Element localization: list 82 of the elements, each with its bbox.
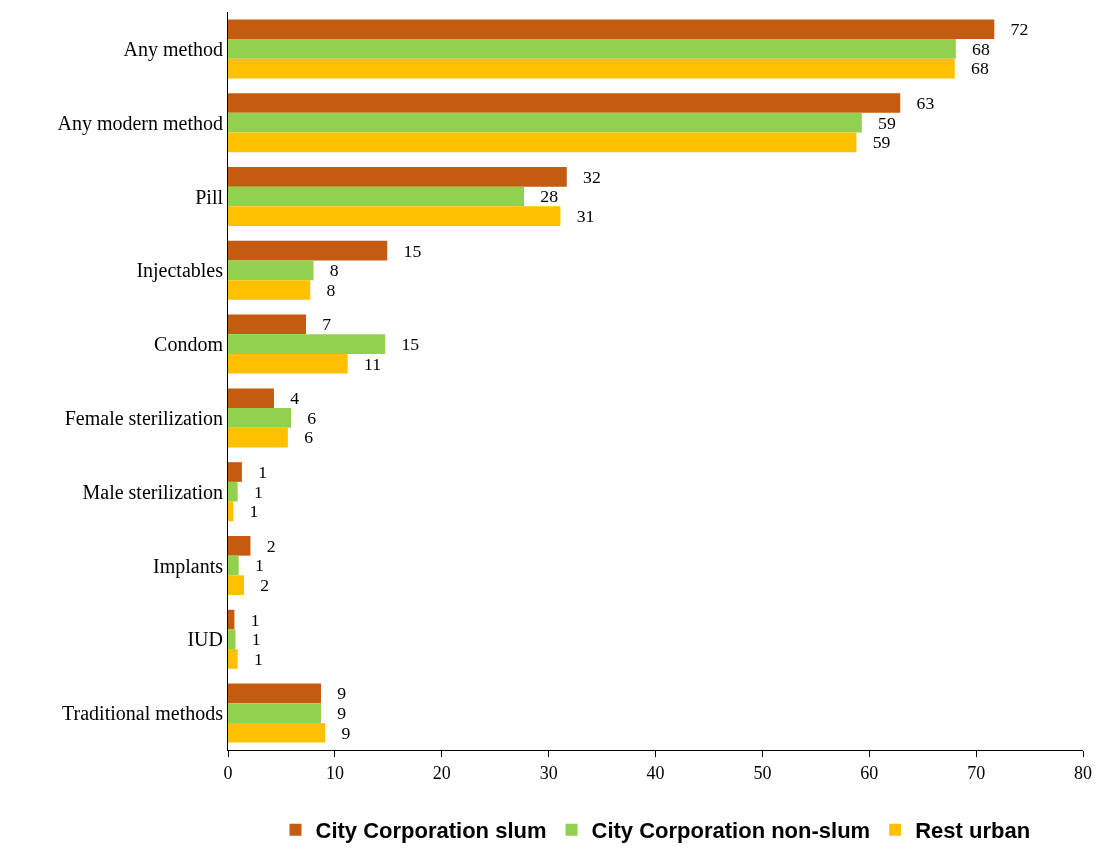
bar bbox=[228, 535, 251, 556]
data-label: 1 bbox=[241, 555, 264, 576]
data-label: 72 bbox=[997, 19, 1029, 40]
data-label: 59 bbox=[864, 112, 896, 133]
bar bbox=[228, 93, 901, 113]
data-label: 8 bbox=[316, 260, 339, 281]
data-label: 9 bbox=[328, 722, 351, 743]
data-label: 1 bbox=[238, 629, 261, 650]
data-label: 9 bbox=[323, 683, 347, 704]
data-label: 1 bbox=[236, 501, 259, 522]
data-label: 1 bbox=[237, 609, 260, 630]
legend-label: Rest urban bbox=[915, 818, 1031, 844]
legend-label: City Corporation non-slum bbox=[591, 818, 871, 844]
bar bbox=[228, 408, 292, 428]
bar bbox=[228, 501, 234, 522]
data-label: 7 bbox=[309, 314, 332, 335]
bar bbox=[228, 722, 326, 743]
bar bbox=[228, 481, 238, 502]
bar bbox=[228, 186, 525, 207]
x-tick-label: 20 bbox=[432, 762, 451, 783]
x-tick-label: 70 bbox=[967, 762, 986, 783]
bar bbox=[228, 39, 956, 59]
data-label: 6 bbox=[290, 427, 314, 448]
bar bbox=[228, 166, 567, 187]
data-label: 1 bbox=[240, 481, 263, 502]
bar bbox=[228, 334, 386, 354]
y-tick-label: Any method bbox=[123, 37, 223, 61]
x-tick-label: 40 bbox=[646, 762, 665, 783]
x-tick-label: 10 bbox=[325, 762, 344, 783]
bar bbox=[228, 353, 348, 374]
bar bbox=[228, 649, 238, 669]
legend-label: City Corporation slum bbox=[315, 818, 547, 844]
y-tick-label: IUD bbox=[187, 628, 223, 651]
data-label: 68 bbox=[957, 58, 989, 79]
data-label: 63 bbox=[903, 92, 935, 113]
y-tick-label: Traditional methods bbox=[62, 702, 224, 725]
x-tick-label: 80 bbox=[1074, 762, 1092, 783]
bar bbox=[228, 206, 561, 227]
bar bbox=[228, 388, 274, 409]
data-label: 59 bbox=[859, 132, 891, 153]
bar bbox=[228, 703, 321, 723]
y-tick-label: Male sterilization bbox=[82, 480, 223, 503]
bar bbox=[228, 683, 321, 704]
data-label: 6 bbox=[294, 407, 317, 428]
bar bbox=[228, 240, 388, 261]
y-tick-label: Implants bbox=[153, 554, 224, 578]
data-label: 15 bbox=[388, 334, 420, 354]
data-label: 32 bbox=[569, 166, 601, 187]
data-label: 2 bbox=[253, 535, 276, 556]
bar bbox=[228, 260, 314, 281]
bar bbox=[228, 314, 307, 335]
y-tick-label: Pill bbox=[195, 185, 224, 208]
x-tick-label: 50 bbox=[753, 762, 772, 783]
data-label: 9 bbox=[323, 703, 347, 723]
bar bbox=[228, 575, 245, 596]
data-label: 15 bbox=[390, 240, 422, 261]
data-label: 28 bbox=[527, 186, 559, 207]
x-tick-label: 60 bbox=[860, 762, 879, 783]
x-tick-label: 30 bbox=[539, 762, 558, 783]
bar bbox=[228, 555, 239, 576]
bar bbox=[228, 112, 862, 133]
data-label: 1 bbox=[240, 648, 263, 669]
y-tick-label: Female sterilization bbox=[64, 406, 223, 429]
bar bbox=[228, 427, 288, 448]
bar bbox=[228, 19, 995, 40]
bar bbox=[228, 132, 857, 153]
x-tick-label: 0 bbox=[223, 762, 233, 783]
data-label: 68 bbox=[958, 38, 990, 59]
y-tick-label: Injectables bbox=[136, 259, 224, 283]
data-label: 8 bbox=[313, 279, 336, 300]
bar bbox=[228, 629, 236, 650]
bar bbox=[228, 280, 311, 300]
y-tick-label: Any modern method bbox=[57, 111, 223, 135]
data-label: 2 bbox=[247, 575, 270, 596]
data-label: 4 bbox=[276, 388, 300, 409]
bar bbox=[228, 609, 235, 630]
data-label: 31 bbox=[563, 206, 595, 227]
bar bbox=[228, 58, 955, 79]
data-label: 1 bbox=[244, 461, 268, 482]
y-tick-label: Condom bbox=[154, 333, 224, 356]
data-label: 11 bbox=[350, 353, 382, 374]
bar bbox=[228, 462, 242, 482]
